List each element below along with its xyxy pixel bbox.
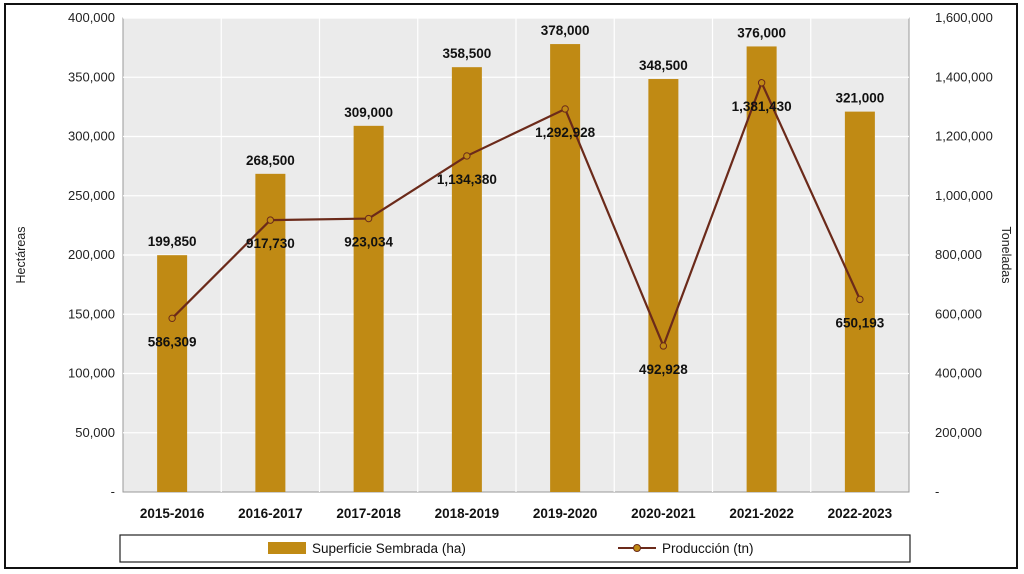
category-label: 2020-2021 bbox=[631, 506, 696, 521]
line-value-label: 492,928 bbox=[639, 362, 688, 377]
category-label: 2015-2016 bbox=[140, 506, 205, 521]
right-axis-title: Toneladas bbox=[999, 227, 1013, 284]
point-2018-2019 bbox=[463, 152, 471, 160]
bar-series bbox=[157, 44, 875, 493]
left-tick-label: 250,000 bbox=[68, 188, 115, 203]
bar-value-label: 378,000 bbox=[541, 23, 590, 38]
point-2015-2016 bbox=[168, 314, 176, 323]
production-line bbox=[171, 79, 861, 349]
line-value-label: 917,730 bbox=[246, 236, 295, 251]
right-tick-label: - bbox=[935, 484, 939, 499]
bar-2017-2018 bbox=[353, 125, 384, 493]
bar-value-label: 376,000 bbox=[737, 25, 786, 40]
right-tick-label: 200,000 bbox=[935, 425, 982, 440]
chart-frame: 199,850 268,500 309,000 358,500 378,000 348,5… bbox=[4, 3, 1018, 569]
bar-2015-2016 bbox=[157, 255, 188, 492]
legend-bar-label: Superficie Sembrada (ha) bbox=[312, 541, 466, 556]
right-tick-label: 1,200,000 bbox=[935, 129, 993, 144]
point-2019-2020 bbox=[561, 105, 569, 113]
line-value-label: 650,193 bbox=[835, 315, 884, 330]
right-tick-label: 400,000 bbox=[935, 366, 982, 381]
data-labels: 199,850 268,500 309,000 358,500 378,000 348,5… bbox=[148, 23, 885, 377]
bar-2020-2021 bbox=[648, 79, 679, 492]
right-tick-label: 1,400,000 bbox=[935, 69, 993, 84]
right-tick-label: 600,000 bbox=[935, 306, 982, 321]
line-value-label: 1,381,430 bbox=[732, 99, 792, 114]
bar-2018-2019 bbox=[451, 67, 482, 493]
bar-2016-2017 bbox=[255, 173, 286, 492]
left-tick-label: 350,000 bbox=[68, 69, 115, 84]
line-value-label: 923,034 bbox=[344, 235, 393, 250]
legend-line-marker bbox=[633, 544, 641, 552]
left-axis-ticks: - 50,000 100,000 150,000 200,000 250,000 300,0… bbox=[68, 10, 115, 499]
point-2022-2023 bbox=[856, 295, 864, 304]
left-tick-label: 100,000 bbox=[68, 366, 115, 381]
left-tick-label: 50,000 bbox=[75, 425, 115, 440]
category-label: 2021-2022 bbox=[729, 506, 794, 521]
left-axis-title: Hectáreas bbox=[14, 227, 28, 284]
bar-2019-2020 bbox=[550, 44, 581, 492]
line-value-label: 1,292,928 bbox=[535, 125, 596, 140]
bar-2021-2022 bbox=[746, 46, 777, 492]
legend: Superficie Sembrada (ha) Producción (tn) bbox=[119, 534, 911, 563]
legend-box bbox=[119, 534, 911, 563]
right-tick-label: 800,000 bbox=[935, 247, 982, 262]
left-tick-label: 150,000 bbox=[68, 306, 115, 321]
point-2016-2017 bbox=[266, 216, 275, 224]
right-axis-ticks: - 200,000 400,000 600,000 800,000 1,000,000 1,… bbox=[935, 10, 993, 499]
category-label: 2019-2020 bbox=[533, 506, 598, 521]
bar-value-label: 309,000 bbox=[344, 105, 393, 120]
line-value-label: 586,309 bbox=[148, 334, 197, 349]
left-tick-label: 300,000 bbox=[68, 129, 115, 144]
left-tick-label: 200,000 bbox=[68, 247, 115, 262]
left-tick-label: - bbox=[111, 484, 115, 499]
right-tick-label: 1,600,000 bbox=[935, 10, 993, 25]
line-series bbox=[168, 79, 864, 350]
bar-value-label: 268,500 bbox=[246, 153, 295, 168]
bar-value-label: 348,500 bbox=[639, 58, 688, 73]
bar-value-label: 199,850 bbox=[148, 234, 197, 249]
category-label: 2018-2019 bbox=[435, 506, 500, 521]
point-2017-2018 bbox=[364, 214, 373, 223]
point-2020-2021 bbox=[659, 342, 668, 350]
line-value-label: 1,134,380 bbox=[437, 172, 497, 187]
category-label: 2016-2017 bbox=[238, 506, 303, 521]
left-tick-label: 400,000 bbox=[68, 10, 115, 25]
category-label: 2017-2018 bbox=[336, 506, 401, 521]
bar-value-label: 321,000 bbox=[835, 91, 884, 106]
right-tick-label: 1,000,000 bbox=[935, 188, 993, 203]
category-label: 2022-2023 bbox=[828, 506, 893, 521]
point-2021-2022 bbox=[757, 79, 766, 87]
legend-line-label: Producción (tn) bbox=[662, 541, 754, 556]
category-labels: 2015-2016 2016-2017 2017-2018 2018-2019 2019… bbox=[140, 506, 893, 521]
legend-bar-swatch bbox=[268, 542, 306, 554]
gridlines bbox=[123, 17, 909, 492]
bar-value-label: 358,500 bbox=[442, 46, 491, 61]
combo-chart: 199,850 268,500 309,000 358,500 378,000 348,5… bbox=[14, 10, 1013, 563]
